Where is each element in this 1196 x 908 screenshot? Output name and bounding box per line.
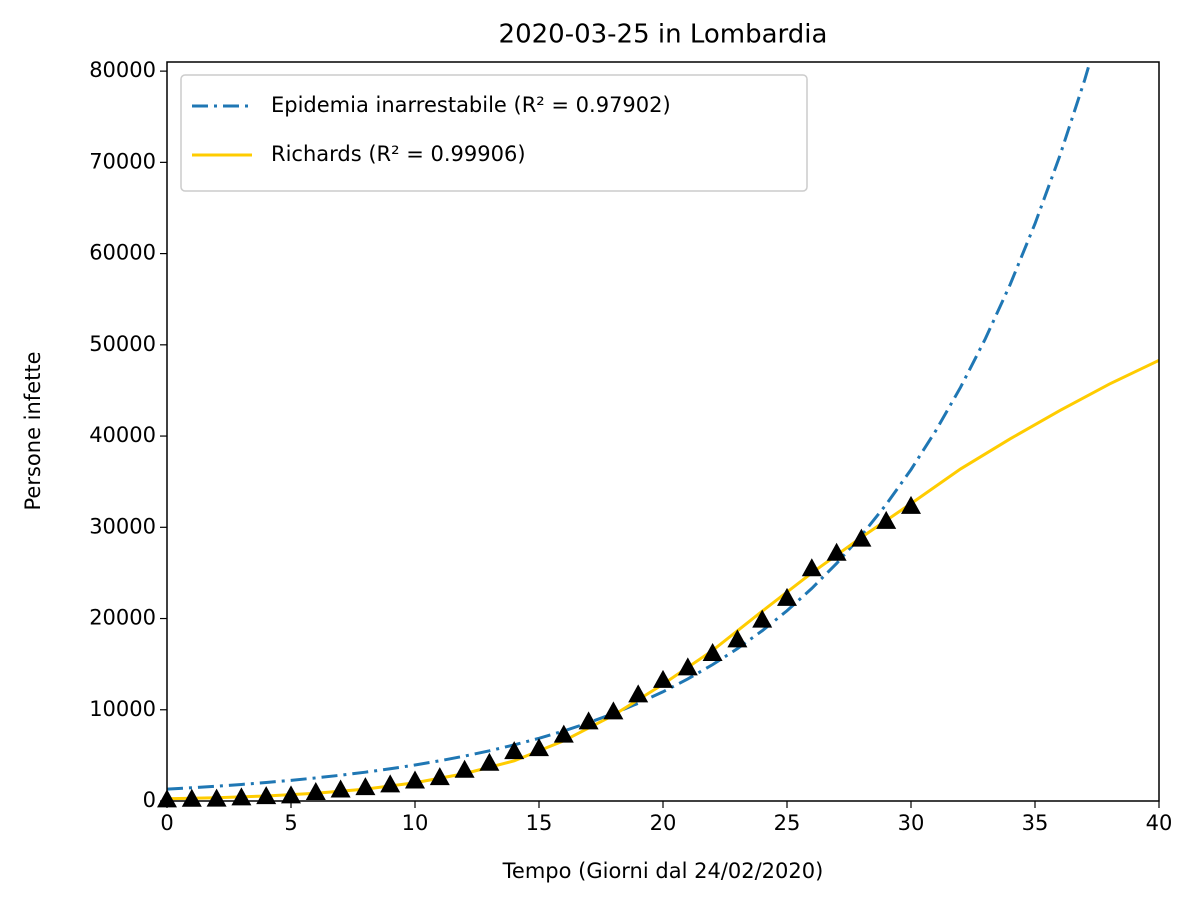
data-marker: [405, 770, 425, 789]
data-marker: [578, 711, 599, 730]
data-marker: [603, 701, 624, 720]
y-tick-label: 80000: [89, 58, 156, 82]
y-tick-label: 60000: [89, 241, 156, 265]
x-tick-label: 15: [526, 811, 553, 835]
data-marker: [876, 510, 897, 529]
data-marker: [752, 609, 773, 628]
data-marker: [330, 779, 351, 798]
x-tick-label: 40: [1146, 811, 1173, 835]
data-marker: [801, 558, 822, 577]
x-tick-label: 10: [402, 811, 429, 835]
data-marker: [826, 542, 847, 561]
legend-label: Epidemia inarrestabile (R² = 0.97902): [271, 93, 671, 117]
data-marker: [851, 528, 872, 547]
data-marker: [727, 629, 748, 648]
data-marker: [305, 782, 326, 801]
x-tick-label: 20: [650, 811, 677, 835]
y-tick-label: 50000: [89, 332, 156, 356]
data-marker: [504, 741, 525, 760]
y-tick-label: 10000: [89, 697, 156, 721]
x-tick-label: 5: [284, 811, 297, 835]
data-marker: [231, 787, 252, 806]
x-axis-label: Tempo (Giorni dal 24/02/2020): [502, 859, 824, 883]
x-tick-label: 30: [898, 811, 925, 835]
y-tick-label: 0: [143, 788, 156, 812]
data-marker: [777, 587, 797, 606]
data-marker: [206, 788, 227, 807]
legend-box: [180, 74, 808, 192]
data-marker: [553, 724, 574, 743]
data-marker: [380, 774, 401, 793]
data-marker: [628, 684, 649, 703]
series-line: [167, 62, 1092, 791]
data-marker: [454, 759, 475, 778]
data-marker: [181, 788, 202, 807]
data-marker: [702, 643, 723, 662]
x-tick-label: 0: [160, 811, 173, 835]
y-tick-label: 30000: [89, 514, 156, 538]
data-marker: [281, 785, 301, 804]
data-marker: [355, 777, 376, 796]
chart-title: 2020-03-25 in Lombardia: [499, 20, 828, 50]
series-line: [167, 358, 1159, 801]
data-marker: [479, 752, 500, 771]
data-marker: [653, 669, 673, 688]
data-marker: [256, 786, 277, 805]
x-tick-label: 35: [1022, 811, 1049, 835]
y-tick-label: 70000: [89, 149, 156, 173]
data-marker: [677, 657, 698, 676]
y-tick-label: 20000: [89, 606, 156, 630]
legend-label: Richards (R² = 0.99906): [271, 142, 526, 166]
data-marker: [157, 789, 177, 808]
y-axis-label: Persone infette: [21, 351, 45, 510]
data-marker: [901, 495, 921, 514]
data-marker: [529, 738, 549, 757]
x-tick-label: 25: [774, 811, 801, 835]
data-marker: [429, 767, 450, 786]
y-tick-label: 40000: [89, 423, 156, 447]
